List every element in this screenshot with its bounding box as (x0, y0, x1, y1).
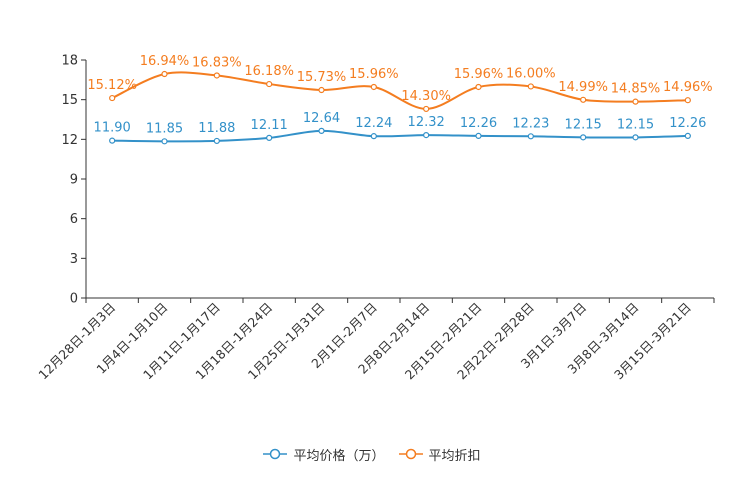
series-1: 15.12%16.94% 16.83%16.18% 15.73% 15.96%14.3… (87, 54, 713, 113)
data-point (161, 138, 168, 145)
data-point (423, 132, 430, 139)
data-point (632, 134, 639, 141)
data-point (318, 86, 325, 94)
data-label: 14.96% (663, 80, 713, 95)
legend-item-price[interactable]: 平均价格（万） (263, 445, 385, 464)
data-point (213, 72, 220, 79)
data-point (475, 83, 482, 91)
data-label: 15.96% (454, 67, 504, 82)
data-point (266, 80, 273, 88)
data-point (370, 133, 377, 140)
y-tick-label: 6 (70, 212, 78, 227)
data-label: 16.83% (192, 55, 242, 70)
data-point (475, 132, 482, 139)
legend-label-price: 平均价格（万） (293, 448, 385, 464)
data-point (527, 83, 534, 90)
data-point (266, 134, 273, 141)
data-label: 16.18% (244, 64, 294, 79)
data-point (684, 132, 691, 139)
data-label: 12.15 (565, 117, 602, 132)
y-tick-label: 12 (61, 133, 78, 148)
legend-item-discount[interactable]: 平均折扣 (398, 445, 481, 464)
data-label: 12.64 (303, 111, 340, 126)
data-label: 15.12% (87, 78, 137, 93)
data-label: 12.15 (617, 117, 654, 132)
data-label: 11.90 (94, 121, 131, 136)
y-tick-label: 3 (70, 252, 78, 267)
data-point (213, 137, 220, 145)
data-label: 15.96% (349, 67, 399, 82)
y-tick-label: 15 (61, 93, 78, 108)
data-point (318, 127, 325, 134)
legend-label-discount: 平均折扣 (428, 448, 481, 464)
data-label: 16.00% (506, 66, 556, 81)
series-line (111, 71, 688, 110)
data-point (109, 137, 116, 144)
data-label: 12.26 (669, 116, 706, 131)
y-axis: 0 3 6 9 12 15 18 (61, 54, 87, 307)
y-tick-label: 9 (70, 173, 78, 188)
data-label: 12.11 (251, 118, 288, 133)
y-tick-label: 0 (70, 292, 78, 307)
legend-line-marker-icon (398, 448, 423, 460)
data-label: 12.32 (408, 115, 445, 130)
data-label: 15.73% (297, 70, 347, 85)
data-label: 14.30% (401, 89, 451, 104)
data-point (580, 134, 587, 141)
data-point (632, 98, 639, 105)
y-tick-label: 18 (61, 54, 78, 69)
data-point (580, 96, 587, 103)
legend-line-marker-icon (263, 448, 288, 460)
data-label: 11.88 (198, 121, 235, 136)
data-label: 12.26 (460, 116, 497, 131)
data-point (370, 83, 377, 91)
data-label: 14.85% (611, 82, 661, 97)
data-point (684, 97, 691, 104)
series-line (112, 129, 688, 143)
data-label: 12.23 (512, 116, 549, 131)
legend: 平均价格（万） 平均折扣 (0, 444, 744, 464)
data-point (527, 133, 534, 140)
data-point (109, 94, 116, 102)
plot-area: 11.90 11.85 11.88 12.11 12.64 12.24 12.32 12.26… (87, 54, 713, 145)
data-point (423, 105, 430, 113)
data-label: 12.24 (355, 116, 392, 131)
x-axis: 12月28日-1月3日1月4日-1月10日1月11日-1月17日1月18日-1月… (35, 297, 715, 382)
data-label: 16.94% (140, 54, 190, 69)
data-point (161, 70, 168, 78)
series-0: 11.90 11.85 11.88 12.11 12.64 12.24 12.32 12.26… (94, 111, 706, 145)
data-label: 11.85 (146, 121, 183, 136)
data-label: 14.99% (558, 80, 608, 95)
